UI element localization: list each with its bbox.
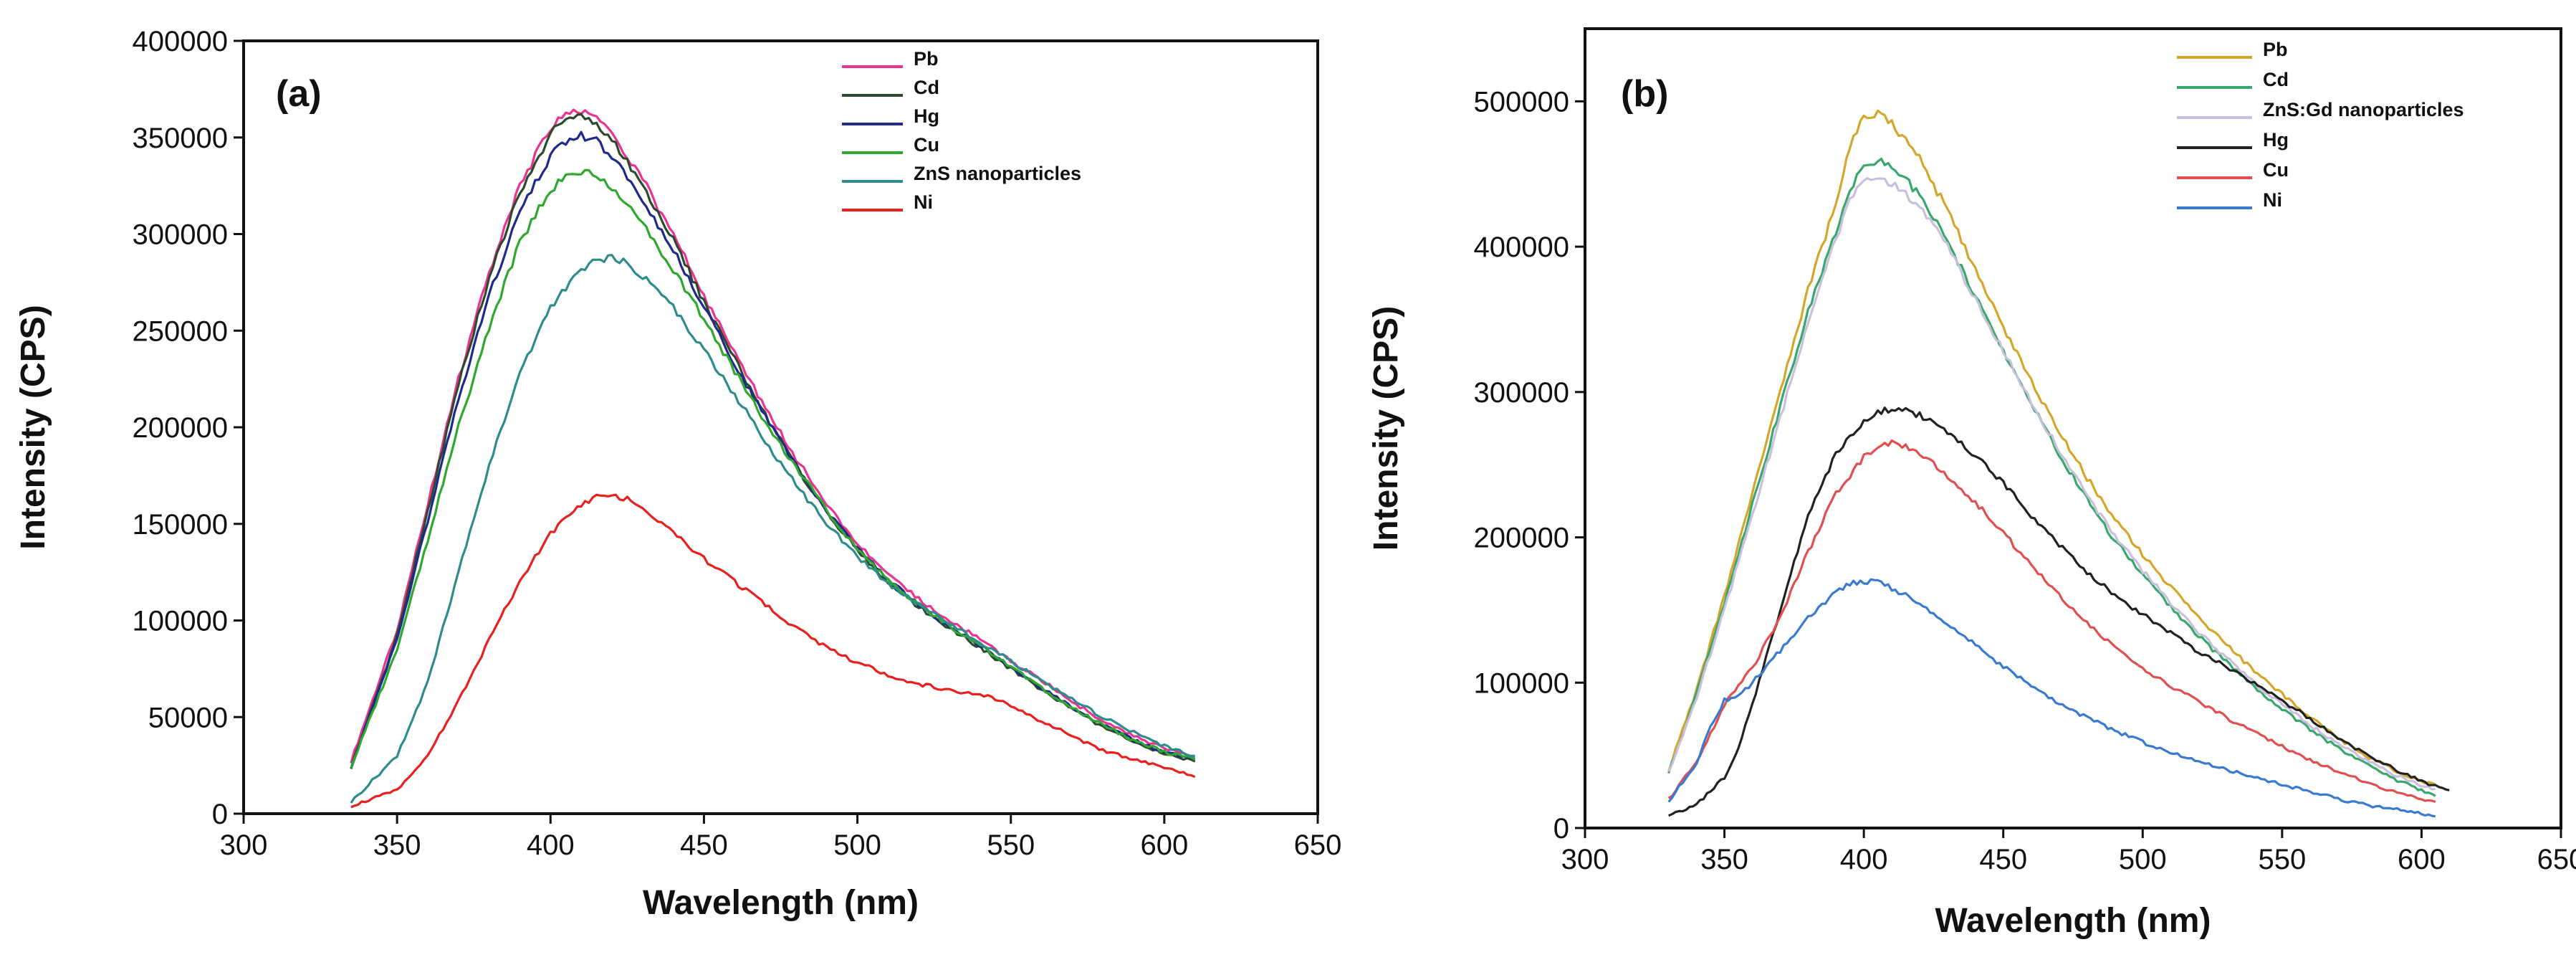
legend-label: Ni: [2263, 189, 2282, 211]
y-tick-label: 300000: [133, 219, 228, 251]
y-tick-label: 300000: [1474, 377, 1569, 409]
y-tick-label: 200000: [1474, 523, 1569, 554]
series-line-zns-nanoparticles: [350, 254, 1195, 804]
series-line-pb: [1667, 109, 2436, 786]
panel-label: (a): [276, 73, 322, 115]
y-tick-label: 500000: [1474, 86, 1569, 118]
x-tick-label: 450: [680, 829, 728, 861]
y-tick-label: 100000: [133, 606, 228, 637]
x-tick-label: 600: [2398, 844, 2446, 875]
x-tick-label: 550: [2258, 844, 2306, 875]
chart-panel-b: 300 350 400 450 500 550 600 650 0 100000 200000 300…: [1367, 27, 2576, 940]
series-line-cd: [350, 113, 1196, 769]
series-line-zns-gd-nanoparticles: [1667, 177, 2436, 791]
x-tick-label: 350: [1700, 844, 1748, 875]
x-tick-label: 650: [1294, 829, 1342, 861]
legend-label: Pb: [2263, 39, 2288, 60]
chart-panel-a: 300 350 400 450 500 550 600 650 0 50000 100000 1500…: [14, 26, 1341, 922]
series-line-hg: [350, 130, 1196, 769]
x-tick-label: 400: [527, 829, 575, 861]
x-axis-title: Wavelength (nm): [643, 884, 919, 922]
x-tick-label: 500: [2119, 844, 2167, 875]
legend-label: Hg: [914, 105, 939, 127]
y-tick-label: 400000: [1474, 232, 1569, 263]
y-axis-title: Intensity (CPS): [1367, 306, 1405, 551]
y-tick-label: 200000: [133, 412, 228, 444]
x-tick-label: 500: [833, 829, 881, 861]
series-line-ni: [350, 493, 1196, 809]
plot-frame: [1584, 27, 2562, 829]
x-tick-label: 650: [2537, 844, 2576, 875]
legend-b: Pb Cd ZnS:Gd nanoparticles Hg Cu Ni: [2177, 39, 2464, 211]
y-tick-label: 100000: [1474, 667, 1569, 699]
series-group: [350, 108, 1196, 809]
series-line-hg: [1668, 406, 2450, 817]
x-tick-label: 450: [1979, 844, 2027, 875]
y-tick-label: 250000: [133, 315, 228, 347]
x-tick-label: 300: [220, 829, 268, 861]
x-tick-label: 550: [987, 829, 1035, 861]
legend-a: Pb Cd Hg Cu ZnS nanoparticles Ni: [842, 48, 1081, 213]
panel-label: (b): [1621, 73, 1668, 115]
x-tick-label: 350: [373, 829, 421, 861]
y-tick-label: 0: [1553, 813, 1569, 845]
x-tick-label: 300: [1561, 844, 1609, 875]
series-group: [1667, 109, 2450, 818]
x-axis-title: Wavelength (nm): [1935, 902, 2211, 940]
legend-label: ZnS:Gd nanoparticles: [2263, 99, 2464, 120]
legend-label: Cu: [914, 134, 939, 156]
x-tick-label: 600: [1140, 829, 1188, 861]
x-tick-label: 400: [1840, 844, 1888, 875]
series-line-ni: [1667, 578, 2436, 818]
legend-label: Ni: [914, 191, 933, 213]
y-tick-label: 400000: [133, 26, 228, 57]
y-tick-label: 0: [212, 799, 228, 830]
legend-label: Cu: [2263, 159, 2289, 181]
y-tick-label: 50000: [148, 702, 228, 733]
legend-label: Cd: [914, 77, 939, 98]
legend-label: Cd: [2263, 69, 2289, 90]
legend-label: ZnS nanoparticles: [914, 163, 1081, 184]
legend-label: Hg: [2263, 129, 2289, 151]
series-line-cu: [1667, 439, 2436, 804]
plot-frame: [242, 39, 1319, 815]
y-tick-label: 350000: [133, 123, 228, 154]
series-line-cu: [350, 168, 1196, 769]
y-axis-title: Intensity (CPS): [14, 305, 52, 549]
series-line-cd: [1667, 157, 2436, 797]
y-tick-label: 150000: [133, 509, 228, 541]
legend-label: Pb: [914, 48, 939, 70]
